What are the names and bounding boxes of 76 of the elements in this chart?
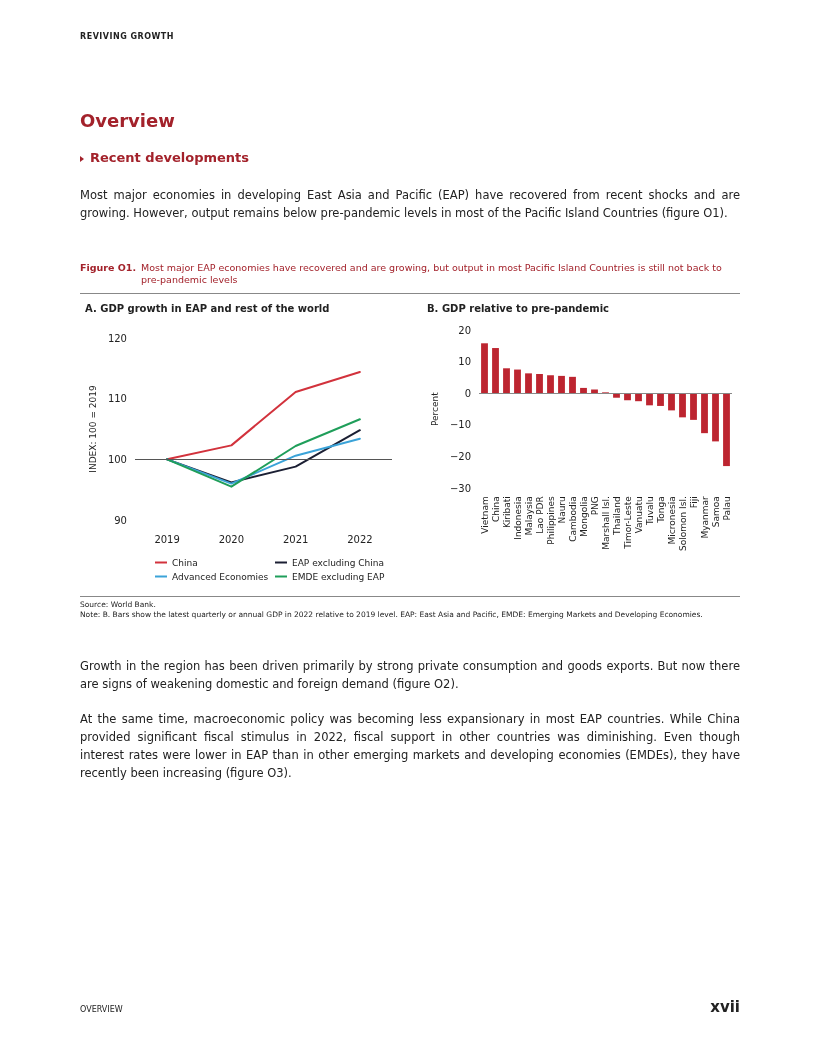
legend-label: China xyxy=(172,557,198,568)
x-tick-label: Solomon Isl. xyxy=(677,496,688,552)
legend-label: EAP excluding China xyxy=(292,557,385,568)
x-tick-label: Palau xyxy=(721,496,732,521)
bar xyxy=(690,393,697,420)
x-tick-label: Myanmar xyxy=(699,495,710,539)
chart-title: A. GDP growth in EAP and rest of the world xyxy=(85,302,330,314)
bar xyxy=(536,373,543,394)
text: Growth in the region has been driven primarily by strong private consumption and goods exports. But now there are signs of weakening domestic and foreign demand (figure O2). xyxy=(80,658,740,693)
bar xyxy=(668,393,675,411)
x-tick-label: 2022 xyxy=(347,533,373,545)
bar xyxy=(591,389,598,394)
x-tick-label: Thailand xyxy=(611,496,622,536)
bar xyxy=(481,343,488,394)
x-tick-label: Tonga xyxy=(655,496,666,524)
y-tick-label: 90 xyxy=(114,514,127,526)
x-tick-label: 2021 xyxy=(282,533,309,545)
text: Most major EAP economies have recovered and are growing, but output in most Pacific Island Countries is still not back to pre-pandemic levels xyxy=(141,262,723,286)
bar xyxy=(547,375,554,394)
x-tick-label: Vietnam xyxy=(479,496,490,534)
bar xyxy=(657,393,664,406)
y-axis-title: Percent xyxy=(429,391,440,427)
legend-label: Advanced Economies xyxy=(172,571,269,582)
bar xyxy=(723,393,730,467)
x-tick-label: Timor-Leste xyxy=(622,495,633,550)
bar xyxy=(503,368,510,394)
text: OVERVIEW xyxy=(80,1005,123,1014)
text: Recent developments xyxy=(89,150,250,165)
bar xyxy=(525,373,532,394)
line-series xyxy=(166,370,361,461)
bar xyxy=(514,369,521,394)
x-tick-label: 2020 xyxy=(218,533,245,545)
y-tick-label: −30 xyxy=(449,482,471,494)
bar xyxy=(558,375,565,394)
text: Overview xyxy=(80,110,175,131)
x-tick-label: Malaysia xyxy=(523,496,534,536)
bar xyxy=(569,376,576,394)
y-tick-label: 0 xyxy=(464,387,471,399)
text: Most major economies in developing East Asia and Pacific (EAP) have recovered from recent shocks and are growing. However, output remains below pre-pandemic levels in most of the Pacific Island Countries (figure O1). xyxy=(80,187,740,222)
legend-label: EMDE excluding EAP xyxy=(292,571,385,582)
x-tick-label: Samoa xyxy=(710,496,721,528)
bar xyxy=(580,387,587,394)
caption: Figure O1. xyxy=(80,262,137,275)
y-tick-label: −20 xyxy=(449,451,471,463)
x-tick-label: PNG xyxy=(589,496,600,516)
text: xvii xyxy=(710,998,740,1016)
line-series xyxy=(166,418,361,488)
bar xyxy=(646,393,653,406)
bar xyxy=(679,393,686,418)
y-tick-label: 20 xyxy=(458,324,471,336)
x-tick-label: Micronesia xyxy=(666,496,677,545)
x-tick-label: Mongolia xyxy=(578,496,589,537)
x-tick-label: Cambodia xyxy=(567,496,578,542)
x-tick-label: Nauru xyxy=(556,496,567,524)
x-tick-label: Philippines xyxy=(545,495,556,545)
x-tick-label: Kiribati xyxy=(501,496,512,529)
y-tick-label: 10 xyxy=(458,356,471,368)
y-tick-label: −10 xyxy=(449,419,471,431)
y-tick-label: 120 xyxy=(107,332,127,344)
text: At the same time, macroeconomic policy was becoming less expansionary in most EAP countries. While China provided significant fiscal stimulus in 2022, fiscal support in other countries was diminishing. Even though interest rates were lower in EAP than in other emerging markets and developing economies (EMDEs), they have recently been increasing (figure O3). xyxy=(80,711,740,782)
x-tick-label: Tuvalu xyxy=(644,496,655,527)
x-tick-label: China xyxy=(490,496,501,522)
x-tick-label: Indonesia xyxy=(512,496,523,540)
x-tick-label: Marshall Isl. xyxy=(600,496,611,550)
x-tick-label: 2019 xyxy=(154,533,180,545)
bar xyxy=(492,348,499,394)
y-tick-label: 100 xyxy=(107,453,127,465)
x-tick-label: Vanuatu xyxy=(633,496,644,534)
text: REVIVING GROWTH xyxy=(80,32,175,41)
y-axis-title: INDEX: 100 = 2019 xyxy=(87,385,98,473)
chart-title: B. GDP relative to pre-pandemic xyxy=(427,302,610,314)
bar xyxy=(701,393,708,434)
x-tick-label: Fiji xyxy=(688,496,699,509)
y-tick-label: 110 xyxy=(107,393,127,405)
bar xyxy=(712,393,719,442)
x-tick-label: Lao PDR xyxy=(534,496,545,534)
